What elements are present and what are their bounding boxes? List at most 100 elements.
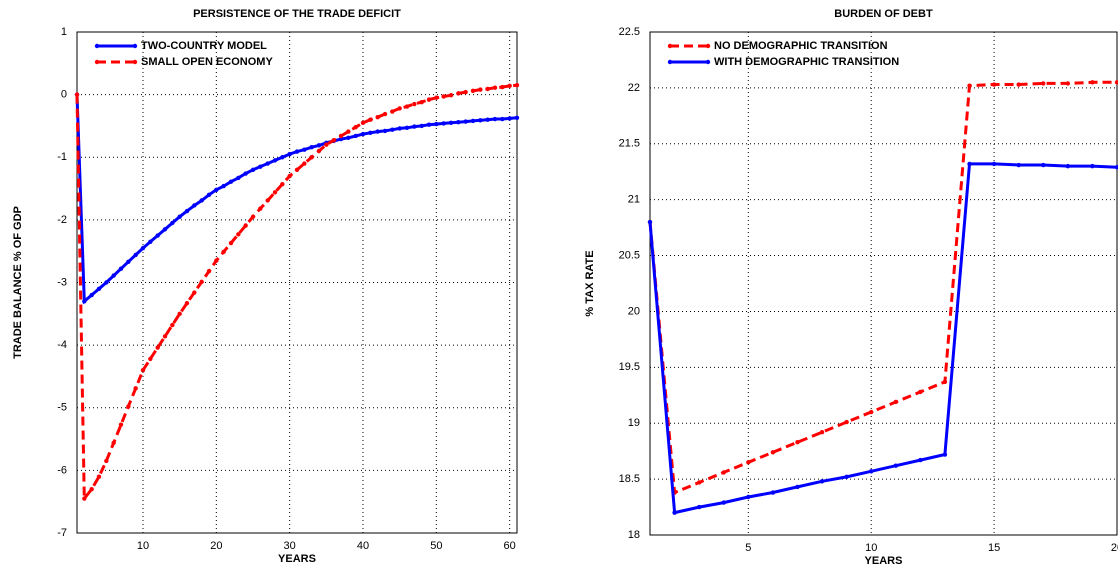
y-tick-label: 19.5: [619, 361, 640, 373]
data-point: [214, 187, 219, 193]
data-point: [485, 117, 490, 122]
legend-marker: [705, 59, 711, 65]
legend-label: WITH DEMOGRAPHIC TRANSITION: [714, 56, 899, 68]
legend-label: SMALL OPEN ECONOMY: [141, 56, 273, 68]
data-point: [375, 114, 380, 120]
data-point: [647, 219, 653, 225]
data-point: [1041, 81, 1046, 86]
data-point: [368, 117, 373, 122]
data-point: [265, 161, 270, 166]
data-point: [419, 99, 424, 105]
data-point: [133, 386, 138, 391]
data-point: [397, 126, 402, 131]
y-tick-label: -3: [57, 276, 67, 288]
data-point: [82, 299, 87, 304]
data-point: [316, 148, 322, 154]
data-point: [426, 122, 432, 127]
data-point: [170, 322, 175, 328]
data-point: [155, 345, 160, 350]
data-point: [89, 292, 94, 298]
data-point: [140, 245, 146, 251]
data-point: [869, 469, 874, 474]
data-point: [478, 87, 483, 92]
y-tick-label: 1: [61, 26, 67, 38]
data-point: [258, 206, 263, 211]
data-point: [316, 143, 322, 148]
data-point: [104, 280, 109, 285]
legend-marker: [132, 43, 138, 49]
data-point: [746, 494, 751, 500]
data-point: [1065, 163, 1071, 169]
legend-marker: [94, 43, 100, 49]
data-point: [991, 82, 997, 87]
data-point: [177, 214, 182, 219]
data-point: [82, 496, 87, 501]
data-point: [967, 161, 972, 167]
data-point: [492, 116, 498, 122]
data-point: [265, 198, 270, 203]
data-point: [360, 120, 366, 126]
data-point: [390, 127, 395, 132]
data-point: [819, 479, 825, 484]
x-tick-label: 60: [504, 540, 516, 552]
y-tick-label: 19: [628, 417, 640, 429]
data-point: [404, 104, 410, 109]
data-point: [214, 258, 219, 263]
y-tick-label: 21.5: [619, 138, 640, 150]
data-point: [353, 124, 358, 130]
data-point: [309, 155, 314, 160]
data-point: [412, 124, 417, 129]
data-point: [470, 118, 476, 124]
legend-marker: [667, 43, 673, 49]
data-point: [236, 232, 241, 237]
data-point: [441, 121, 446, 126]
data-point: [434, 95, 439, 100]
data-point: [228, 179, 234, 184]
x-tick-label: 20: [210, 540, 222, 552]
data-point: [221, 183, 226, 189]
x-tick-label: 40: [357, 540, 369, 552]
plot-frame: [76, 31, 518, 534]
data-point: [294, 167, 300, 172]
y-tick-label: -1: [57, 151, 67, 163]
data-point: [243, 223, 248, 228]
data-point: [353, 133, 358, 139]
y-tick-label: -2: [57, 214, 67, 226]
data-point: [360, 131, 366, 137]
data-point: [346, 135, 351, 141]
data-point: [148, 239, 153, 244]
data-point: [199, 198, 204, 203]
data-point: [991, 161, 997, 167]
data-point: [104, 458, 109, 464]
y-tick-label: 0: [61, 89, 67, 101]
data-point: [199, 279, 204, 285]
data-point: [155, 233, 160, 238]
data-point: [507, 83, 512, 89]
data-point: [346, 129, 351, 134]
data-point: [1090, 80, 1095, 85]
data-point: [770, 490, 776, 495]
data-point: [96, 286, 102, 291]
data-point: [206, 269, 212, 274]
x-tick-label: 20: [1111, 542, 1118, 554]
data-point: [184, 208, 190, 214]
data-point: [287, 173, 292, 179]
x-tick-label: 10: [137, 540, 149, 552]
data-point: [309, 145, 314, 150]
data-point: [133, 252, 138, 258]
data-point: [696, 504, 702, 510]
series-line: [648, 162, 1118, 515]
data-point: [331, 138, 336, 143]
data-point: [426, 97, 432, 102]
data-point: [338, 136, 344, 142]
data-point: [126, 259, 131, 265]
data-point: [795, 484, 800, 490]
data-point: [375, 129, 380, 134]
data-point: [184, 300, 190, 306]
data-point: [412, 101, 417, 107]
data-point: [272, 158, 278, 163]
data-point: [893, 463, 898, 468]
x-tick-label: 50: [430, 540, 442, 552]
data-point: [1090, 163, 1095, 169]
